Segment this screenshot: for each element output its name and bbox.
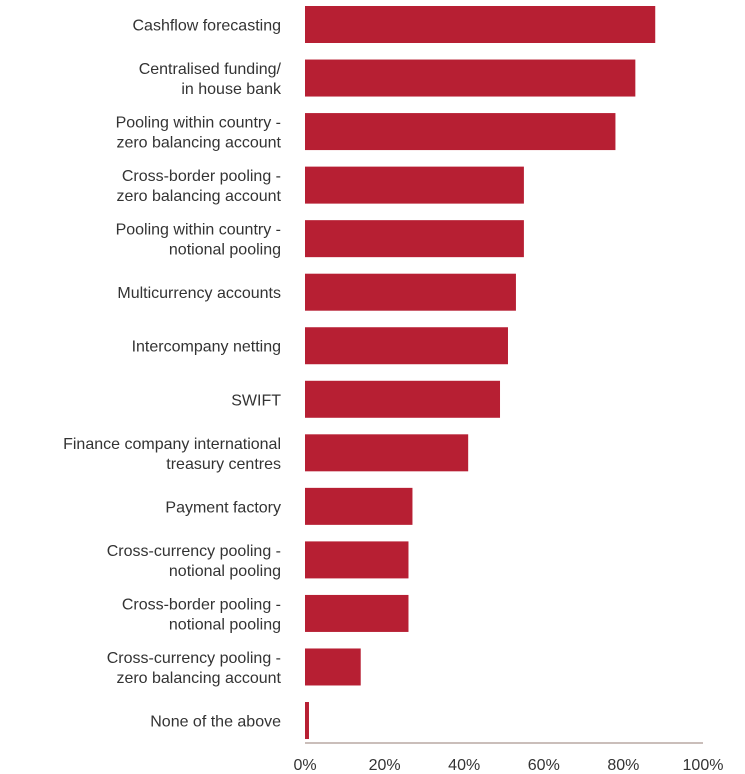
bars-layer [305, 6, 656, 740]
bar-11 [305, 594, 409, 632]
category-labels-layer: Cashflow forecasting Centralised funding/… [63, 18, 282, 731]
bar-0 [305, 6, 656, 43]
category-label-5: Multicurrency accounts [117, 285, 281, 302]
category-label-line: Cross-border pooling - [122, 168, 281, 185]
category-label-line: zero balancing account [116, 135, 281, 152]
category-label-12: Cross-currency pooling - zero balancing a… [107, 650, 282, 687]
bar-3 [305, 166, 524, 204]
category-label-line: in house bank [181, 81, 282, 98]
x-tick-label: 20% [369, 757, 401, 774]
bar-12 [305, 648, 361, 686]
category-label-line: zero balancing account [116, 188, 281, 205]
x-tick-label: 60% [528, 757, 560, 774]
category-label-line: zero balancing account [116, 670, 281, 687]
category-label-1: Centralised funding/in house bank [139, 61, 282, 98]
x-tick-label: 0% [293, 757, 316, 774]
category-label-line: Cross-border pooling - [122, 596, 281, 613]
category-label-line: Multicurrency accounts [117, 285, 281, 302]
bar-7 [305, 380, 501, 418]
x-axis-ticks-layer: 0% 20% 40% 60% 80% 100% [293, 757, 723, 774]
bar-10 [305, 541, 409, 579]
category-label-line: Cashflow forecasting [132, 18, 281, 35]
category-label-0: Cashflow forecasting [132, 18, 281, 35]
category-label-line: Payment factory [165, 499, 281, 516]
category-label-13: None of the above [150, 714, 281, 731]
category-label-3: Cross-border pooling - zero balancing acc… [116, 168, 281, 205]
category-label-11: Cross-border pooling - notional pooling [122, 596, 281, 633]
category-label-6: Intercompany netting [132, 339, 281, 356]
category-label-line: notional pooling [169, 563, 281, 580]
category-label-line: Finance company international [63, 436, 281, 453]
x-tick-label: 40% [448, 757, 480, 774]
bar-4 [305, 220, 524, 258]
category-label-line: Pooling within country - [116, 115, 281, 132]
bar-13 [305, 702, 309, 740]
bar-9 [305, 487, 413, 525]
category-label-line: Centralised funding/ [139, 61, 282, 78]
bar-6 [305, 327, 508, 365]
category-label-7: SWIFT [231, 392, 281, 409]
category-label-10: Cross-currency pooling - notional pooling [107, 543, 281, 580]
bar-5 [305, 273, 516, 311]
category-label-2: Pooling within country - zero balancing a… [116, 115, 282, 152]
x-tick-label: 100% [683, 757, 724, 774]
category-label-line: Cross-currency pooling - [107, 650, 281, 667]
category-label-line: None of the above [150, 714, 281, 731]
bar-1 [305, 59, 636, 97]
category-label-line: notional pooling [169, 242, 281, 259]
x-tick-label: 80% [607, 757, 639, 774]
bar-8 [305, 434, 469, 472]
bar-2 [305, 113, 616, 151]
category-label-line: SWIFT [231, 392, 281, 409]
category-label-8: Finance company international treasury ce… [63, 436, 281, 473]
category-label-line: Cross-currency pooling - [107, 543, 281, 560]
category-label-line: notional pooling [169, 616, 281, 633]
category-label-9: Payment factory [165, 499, 281, 516]
category-label-line: Pooling within country - [116, 222, 281, 239]
category-label-line: treasury centres [166, 456, 281, 473]
category-label-line: Intercompany netting [132, 339, 281, 356]
category-label-4: Pooling within country - notional pooling [116, 222, 281, 259]
